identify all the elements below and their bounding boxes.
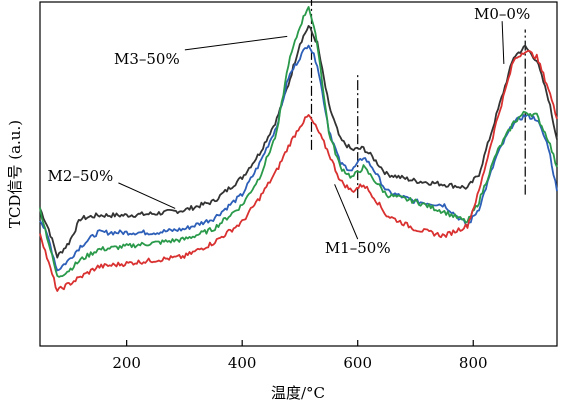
- x-axis-label: 温度/°C: [271, 384, 325, 402]
- annotation-leader: [184, 35, 288, 51]
- series-line: [39, 49, 558, 292]
- annotation-leader: [118, 182, 176, 209]
- annotation-label: M1–50%: [325, 239, 391, 257]
- series-line: [39, 44, 558, 272]
- x-tick-label: 400: [228, 354, 257, 372]
- annotation-label: M0–0%: [474, 5, 530, 23]
- x-tick-label: 200: [112, 354, 141, 372]
- annotation-leader: [334, 184, 359, 240]
- series-line: [39, 24, 558, 259]
- x-ticks: 200 400 600 800: [112, 340, 488, 372]
- annotation-label: M2–50%: [48, 167, 114, 185]
- plot-frame: [39, 1, 558, 347]
- annotation-label: M3–50%: [114, 50, 180, 68]
- y-axis-label: TCD信号 (a.u.): [6, 120, 24, 228]
- x-tick-label: 600: [343, 354, 372, 372]
- annotation-leader: [501, 21, 505, 64]
- annotations: M0–0% M3–50% M2–50% M1–50%: [48, 5, 531, 257]
- series-group: [39, 6, 558, 292]
- x-tick-label: 800: [459, 354, 488, 372]
